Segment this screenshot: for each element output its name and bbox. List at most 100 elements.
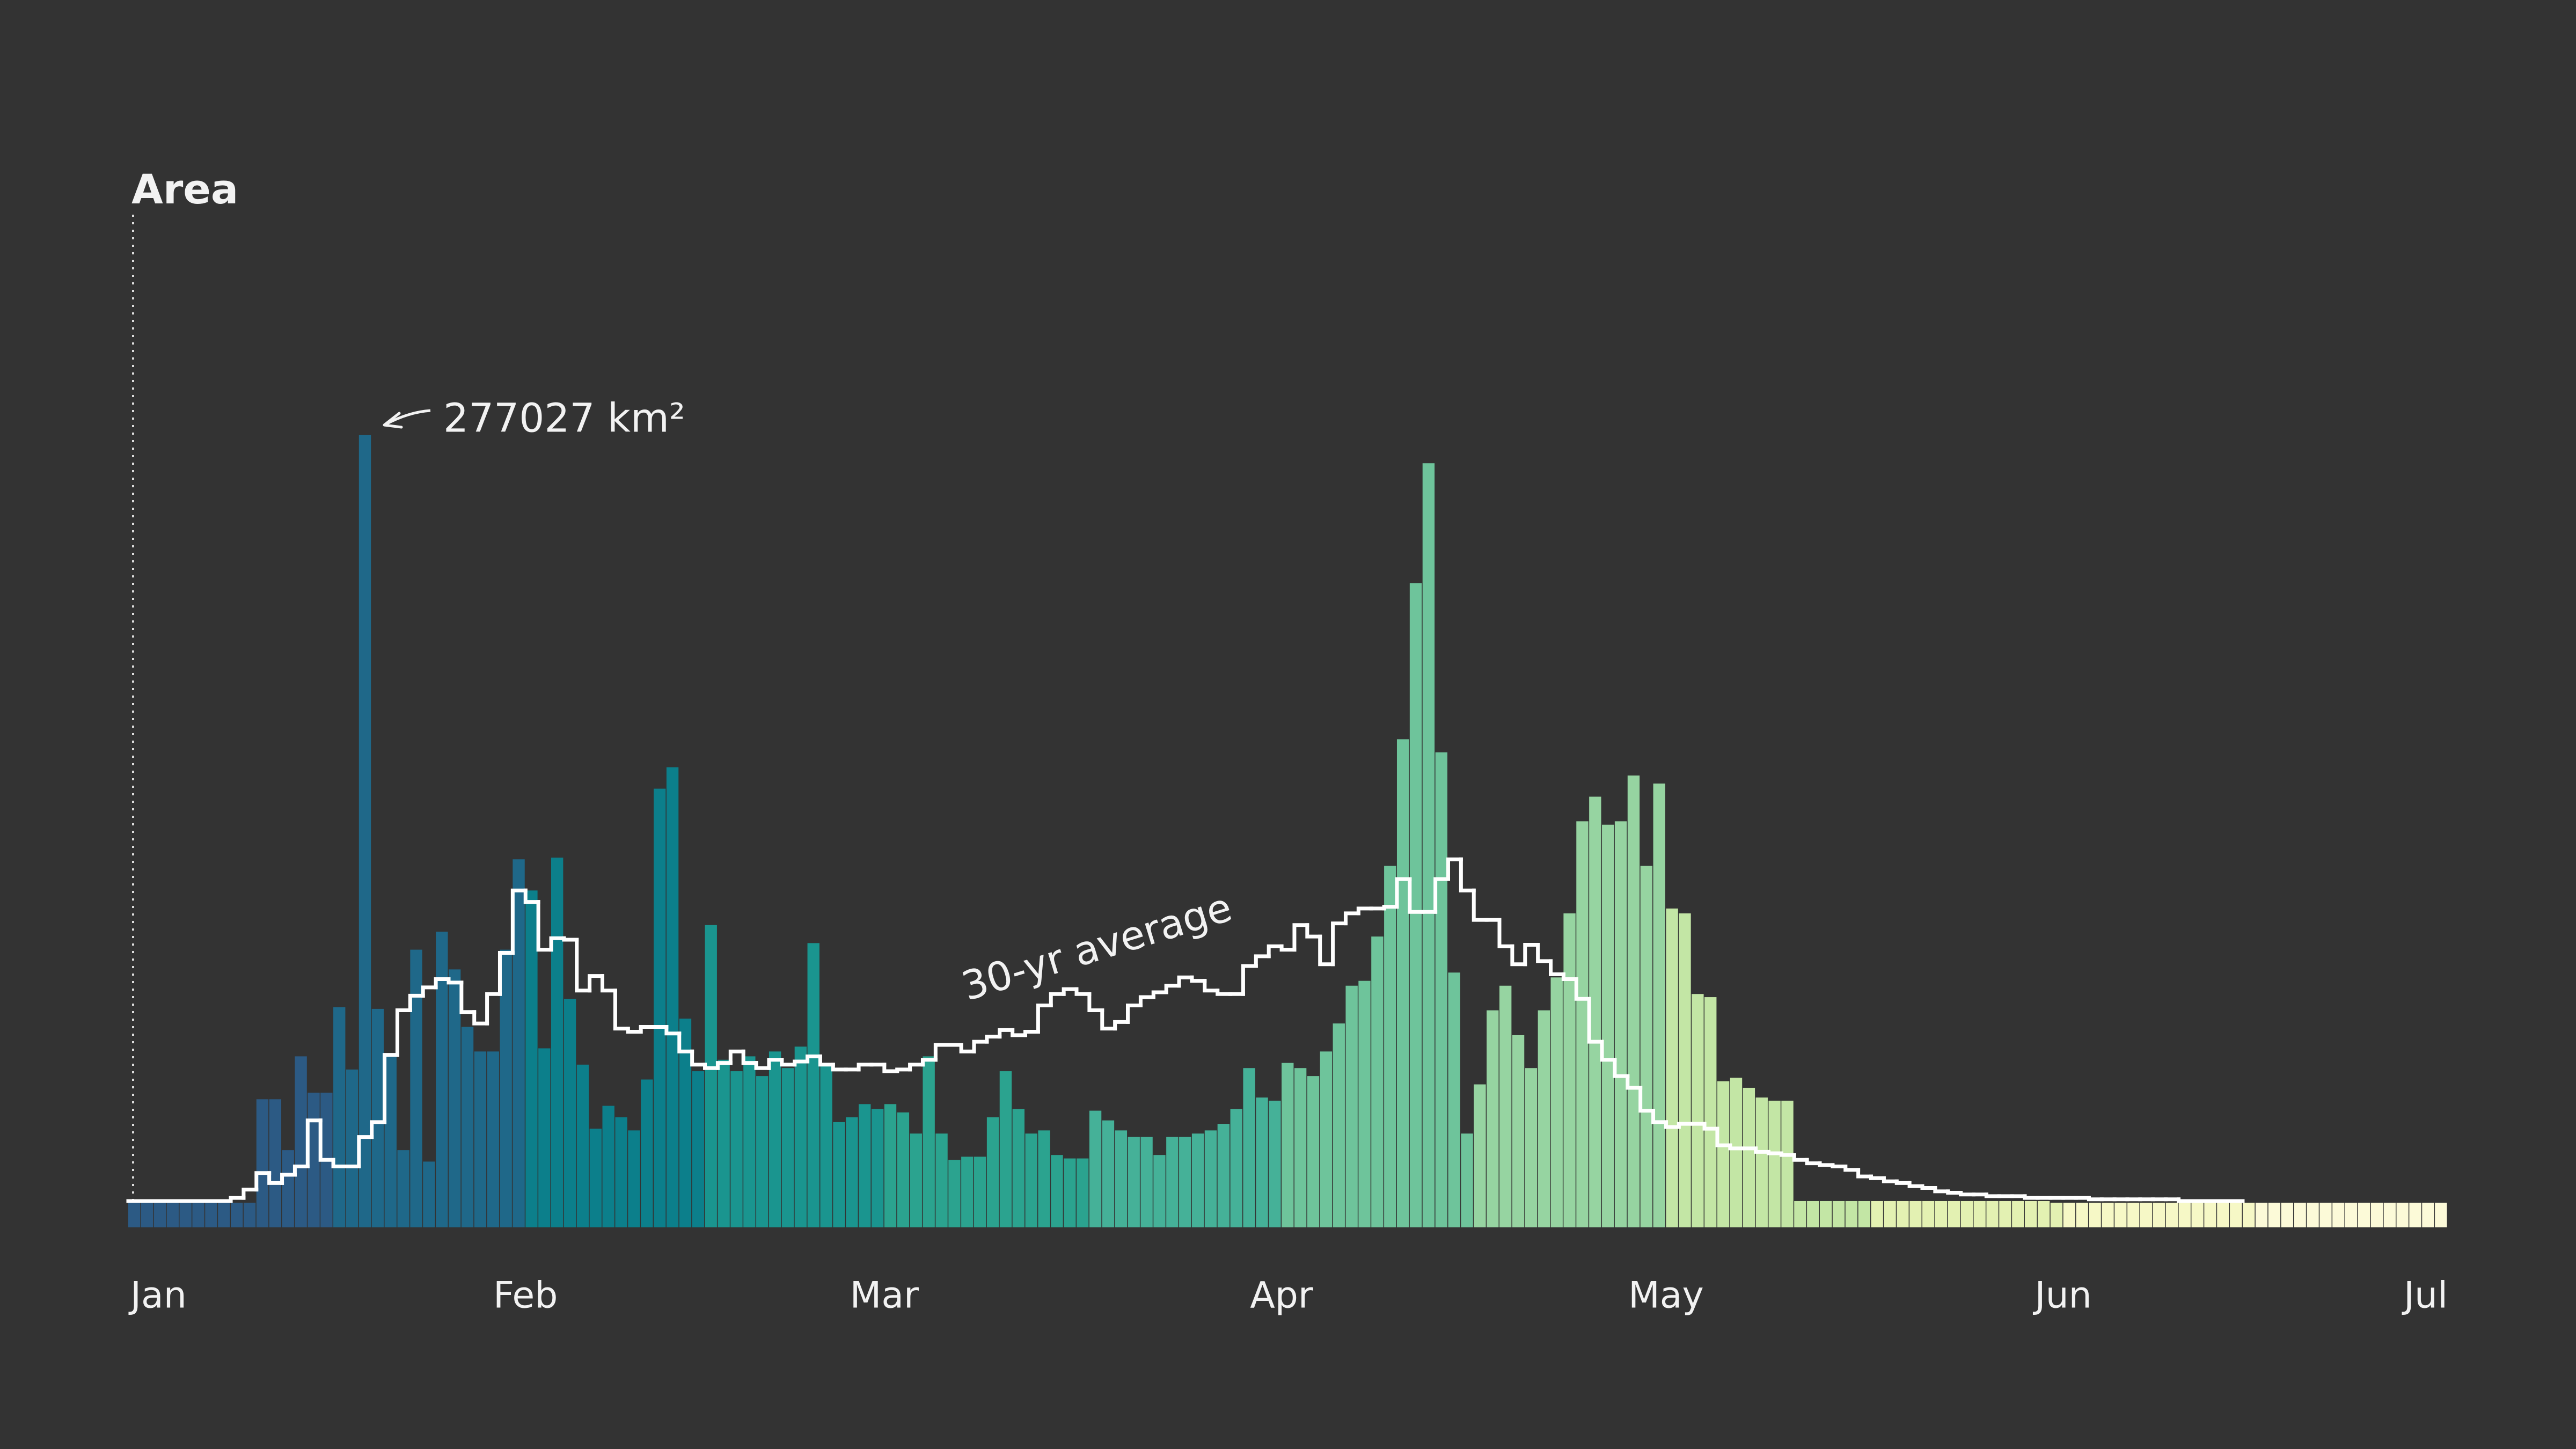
bar <box>1345 985 1358 1227</box>
bar <box>935 1133 948 1227</box>
bar <box>1153 1155 1166 1227</box>
average-step <box>754 1061 771 1070</box>
bar <box>500 949 512 1227</box>
average-step <box>664 1024 682 1036</box>
bar <box>2294 1203 2306 1227</box>
bar <box>1627 775 1640 1227</box>
bar <box>487 1051 499 1227</box>
average-step <box>1459 857 1476 892</box>
bar <box>923 1056 935 1227</box>
bar <box>2409 1203 2421 1227</box>
bar <box>2153 1203 2165 1227</box>
bar <box>1204 1130 1217 1227</box>
average-step <box>1600 1040 1617 1062</box>
bar <box>269 1099 282 1227</box>
average-step <box>1677 1122 1694 1129</box>
bar <box>654 788 666 1227</box>
bar <box>1243 1068 1255 1227</box>
average-step <box>1805 1158 1822 1166</box>
bar <box>2255 1203 2268 1227</box>
bar <box>1179 1137 1191 1227</box>
bar <box>1730 1078 1743 1227</box>
bar <box>2281 1203 2293 1227</box>
bar <box>1294 1068 1307 1227</box>
bar <box>1217 1124 1230 1227</box>
bar <box>2127 1203 2140 1227</box>
average-step <box>613 989 630 1031</box>
bar <box>474 1051 487 1227</box>
bar <box>1064 1158 1076 1227</box>
average-step <box>1011 1028 1027 1037</box>
average-step <box>1779 1151 1796 1157</box>
bar <box>1960 1201 1973 1227</box>
bar <box>705 925 717 1227</box>
bar <box>1576 821 1589 1227</box>
average-step <box>1882 1176 1899 1183</box>
bar <box>1089 1110 1102 1227</box>
bar <box>2422 1203 2434 1227</box>
bar <box>846 1117 858 1227</box>
bar <box>1115 1130 1128 1227</box>
average-step <box>818 1054 835 1067</box>
bar <box>2037 1201 2050 1227</box>
bar <box>1653 784 1665 1227</box>
average-step <box>1728 1143 1745 1151</box>
average-step <box>292 1165 310 1177</box>
bar <box>1563 913 1576 1227</box>
average-step <box>1561 972 1578 981</box>
bar <box>1743 1087 1755 1227</box>
bar <box>1012 1109 1024 1227</box>
bar <box>1832 1201 1845 1227</box>
average-step <box>1715 1126 1732 1147</box>
average-step <box>1177 975 1194 988</box>
bar <box>2204 1203 2216 1227</box>
bar <box>1973 1201 1986 1227</box>
average-step <box>267 1171 284 1185</box>
bar <box>1807 1201 1819 1227</box>
bar <box>1666 908 1678 1227</box>
bar <box>1025 1133 1037 1227</box>
average-step <box>1894 1179 1912 1185</box>
average-step <box>510 888 528 955</box>
average-step <box>1100 1008 1117 1031</box>
average-step <box>1510 944 1527 967</box>
average-step <box>767 1058 784 1070</box>
bars <box>128 435 2447 1228</box>
bar <box>1550 977 1563 1227</box>
bar <box>448 969 461 1227</box>
average-step <box>1216 989 1233 996</box>
bar <box>166 1203 179 1227</box>
average-step <box>780 1058 797 1067</box>
bar <box>615 1117 627 1227</box>
bar <box>756 1076 769 1227</box>
bar <box>1858 1201 1870 1227</box>
average-step <box>1446 857 1463 881</box>
average-step <box>254 1171 272 1192</box>
bar <box>871 1109 884 1227</box>
average-step <box>447 977 464 985</box>
bar <box>2178 1203 2191 1227</box>
average-step <box>601 974 617 993</box>
bar <box>1256 1097 1268 1227</box>
average-step <box>1754 1146 1770 1154</box>
bar <box>1871 1201 1883 1227</box>
bar <box>2114 1203 2127 1227</box>
bar <box>192 1203 204 1227</box>
bar <box>781 1068 794 1227</box>
bar <box>410 949 422 1227</box>
bar <box>1692 994 1704 1227</box>
bar <box>1435 752 1447 1227</box>
average-step <box>1946 1189 1963 1195</box>
bar <box>1384 866 1396 1227</box>
bar <box>2076 1203 2088 1227</box>
bar <box>2102 1203 2114 1227</box>
bar <box>589 1129 602 1227</box>
bar <box>974 1157 986 1227</box>
average-step <box>408 993 425 1013</box>
bar <box>282 1150 294 1227</box>
bar <box>1640 866 1653 1227</box>
average-step <box>933 1043 950 1062</box>
bar <box>1704 997 1717 1227</box>
